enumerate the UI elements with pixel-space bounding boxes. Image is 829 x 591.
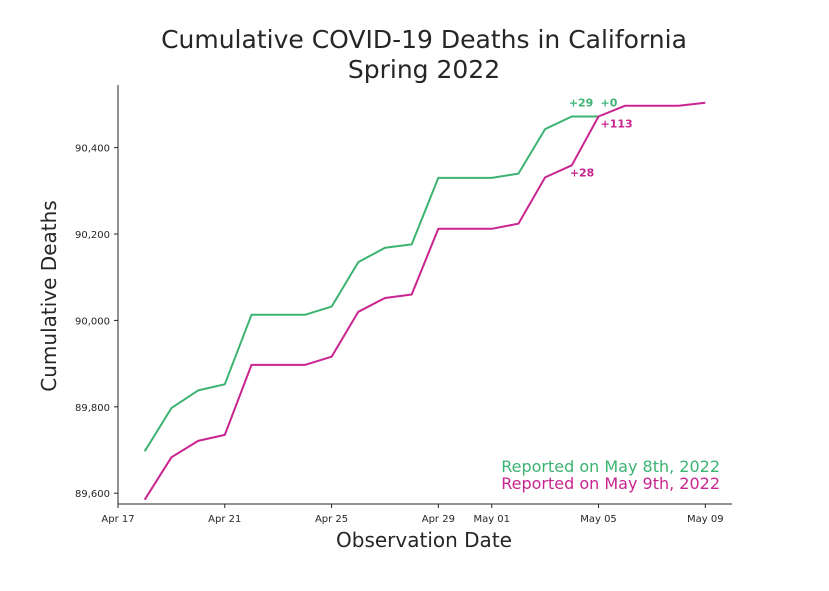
annotation-label: +113 bbox=[601, 118, 633, 131]
y-tick-label: 90,400 bbox=[75, 144, 110, 155]
x-tick-label: May 05 bbox=[580, 514, 617, 525]
series-line-1 bbox=[143, 115, 599, 452]
annotation-label: +28 bbox=[570, 166, 595, 179]
chart-subtitle: Spring 2022 bbox=[348, 55, 500, 84]
x-tick-label: May 09 bbox=[687, 514, 724, 525]
x-tick-label: May 01 bbox=[473, 514, 510, 525]
annotation-label: +29 bbox=[569, 97, 594, 110]
series-lines bbox=[143, 101, 706, 501]
y-tick-label: 89,800 bbox=[75, 403, 110, 414]
y-axis-label: Cumulative Deaths bbox=[37, 200, 61, 391]
chart-title: Cumulative COVID-19 Deaths in California bbox=[161, 25, 687, 54]
annotation-label: +0 bbox=[601, 97, 618, 110]
y-tick-label: 90,200 bbox=[75, 230, 110, 241]
x-axis-label: Observation Date bbox=[336, 528, 512, 552]
x-tick-label: Apr 29 bbox=[422, 514, 455, 525]
series-line-2 bbox=[143, 101, 706, 501]
annotations: +29 +0 +113 +28 bbox=[569, 97, 633, 180]
y-tick-label: 90,000 bbox=[75, 316, 110, 327]
legend-entry-2: Reported on May 9th, 2022 bbox=[501, 474, 720, 493]
x-tick-label: Apr 25 bbox=[315, 514, 348, 525]
ticks: Apr 17 Apr 21 Apr 25 Apr 29 May 01 May 05 May … bbox=[75, 144, 724, 525]
legend-entry-1: Reported on May 8th, 2022 bbox=[501, 457, 720, 476]
x-tick-label: Apr 17 bbox=[101, 514, 134, 525]
x-tick-label: Apr 21 bbox=[208, 514, 241, 525]
y-tick-label: 89,600 bbox=[75, 489, 110, 500]
